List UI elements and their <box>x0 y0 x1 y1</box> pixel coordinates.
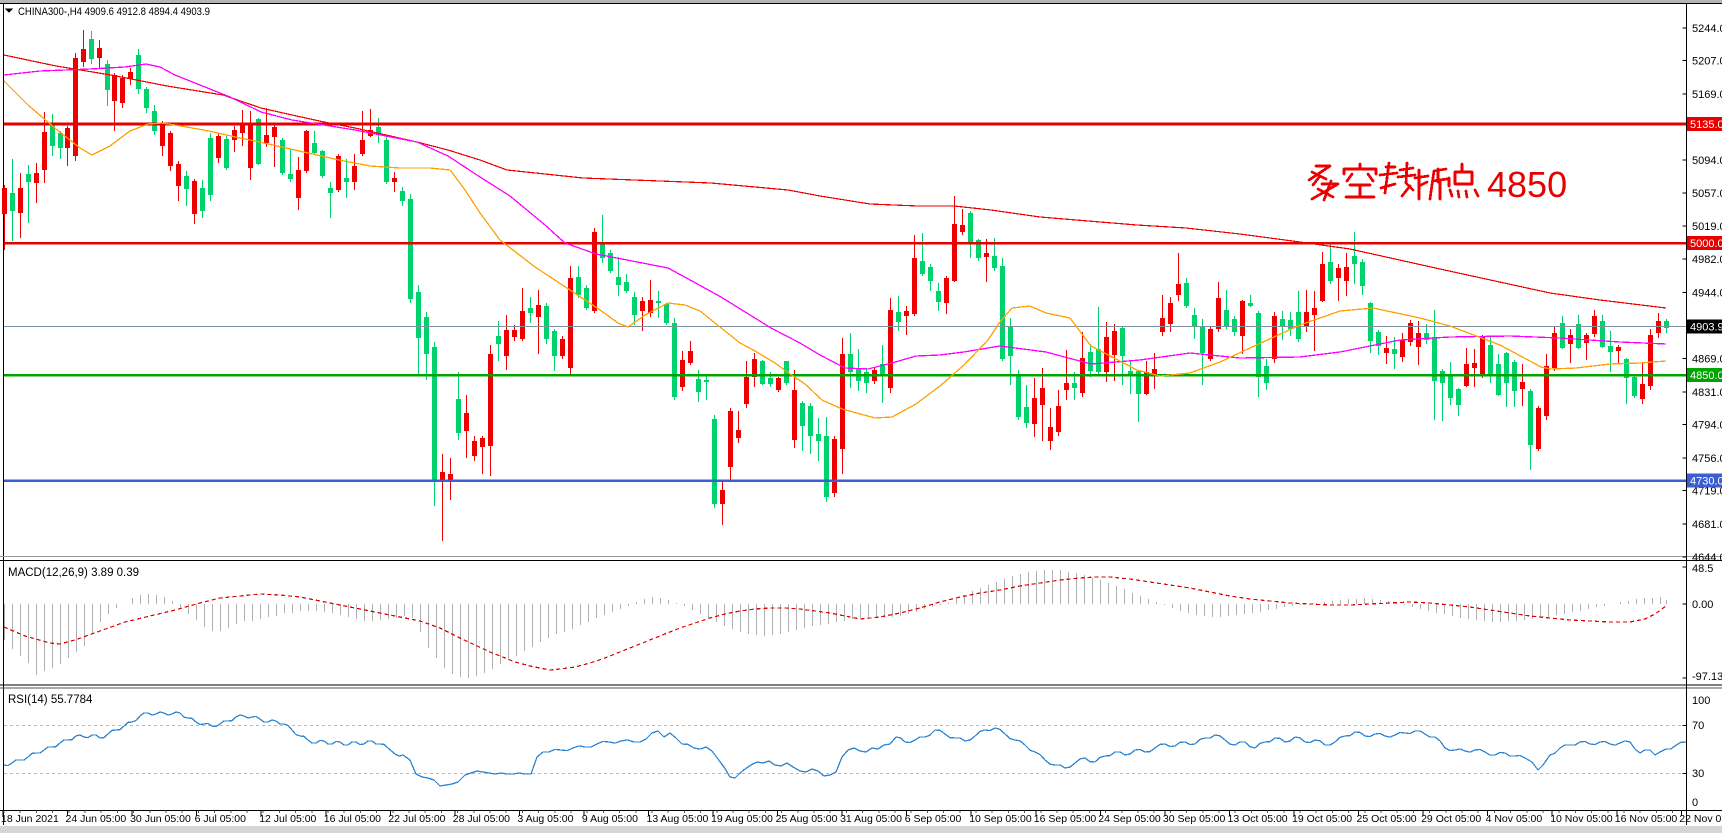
svg-text:18 Jun 2021: 18 Jun 2021 <box>1 813 59 825</box>
svg-text:19 Aug 05:00: 19 Aug 05:00 <box>711 813 773 825</box>
svg-text:16 Nov 05:00: 16 Nov 05:00 <box>1615 813 1678 825</box>
svg-text:MACD(12,26,9) 3.89 0.39: MACD(12,26,9) 3.89 0.39 <box>8 567 139 579</box>
svg-text:5000.0: 5000.0 <box>1690 238 1722 250</box>
svg-text:4681.0: 4681.0 <box>1692 519 1722 531</box>
svg-text:0: 0 <box>1692 797 1698 809</box>
svg-text:5135.0: 5135.0 <box>1690 119 1722 131</box>
svg-text:25 Oct 05:00: 25 Oct 05:00 <box>1357 813 1417 825</box>
svg-text:100: 100 <box>1692 695 1710 707</box>
svg-text:24 Jun 05:00: 24 Jun 05:00 <box>66 813 127 825</box>
svg-text:4719.0: 4719.0 <box>1692 486 1722 498</box>
svg-text:30 Jun 05:00: 30 Jun 05:00 <box>130 813 191 825</box>
svg-text:-97.13: -97.13 <box>1692 671 1722 683</box>
svg-text:30: 30 <box>1692 768 1704 780</box>
svg-text:19 Oct 05:00: 19 Oct 05:00 <box>1292 813 1352 825</box>
svg-text:10 Sep 05:00: 10 Sep 05:00 <box>969 813 1032 825</box>
svg-text:4850.0: 4850.0 <box>1690 370 1722 382</box>
svg-text:5207.0: 5207.0 <box>1692 56 1722 68</box>
svg-text:9 Aug 05:00: 9 Aug 05:00 <box>582 813 638 825</box>
svg-text:28 Jul 05:00: 28 Jul 05:00 <box>453 813 510 825</box>
svg-text:29 Oct 05:00: 29 Oct 05:00 <box>1421 813 1481 825</box>
svg-text:CHINA300-,H4 4909.6 4912.8 48: CHINA300-,H4 4909.6 4912.8 4894.4 4903.9 <box>18 6 210 18</box>
svg-text:4982.0: 4982.0 <box>1692 254 1722 266</box>
svg-text:25 Aug 05:00: 25 Aug 05:00 <box>776 813 838 825</box>
svg-text:4831.0: 4831.0 <box>1692 387 1722 399</box>
svg-text:4730.0: 4730.0 <box>1690 476 1722 488</box>
svg-text:4644.0: 4644.0 <box>1692 552 1722 564</box>
svg-text:4903.9: 4903.9 <box>1690 322 1722 334</box>
svg-text:12 Jul 05:00: 12 Jul 05:00 <box>259 813 316 825</box>
svg-text:16 Jul 05:00: 16 Jul 05:00 <box>324 813 381 825</box>
svg-text:5057.0: 5057.0 <box>1692 188 1722 200</box>
svg-text:4794.0: 4794.0 <box>1692 420 1722 432</box>
svg-text:24 Sep 05:00: 24 Sep 05:00 <box>1098 813 1161 825</box>
svg-text:6 Sep 05:00: 6 Sep 05:00 <box>905 813 962 825</box>
svg-text:22 Jul 05:00: 22 Jul 05:00 <box>388 813 445 825</box>
svg-text:5244.0: 5244.0 <box>1692 23 1722 35</box>
svg-text:6 Jul 05:00: 6 Jul 05:00 <box>195 813 247 825</box>
svg-text:4944.0: 4944.0 <box>1692 287 1722 299</box>
svg-text:13 Oct 05:00: 13 Oct 05:00 <box>1228 813 1288 825</box>
svg-text:48.5: 48.5 <box>1692 563 1713 575</box>
svg-text:4869.0: 4869.0 <box>1692 354 1722 366</box>
svg-text:3 Aug 05:00: 3 Aug 05:00 <box>517 813 573 825</box>
svg-text:0.00: 0.00 <box>1692 599 1713 611</box>
svg-text:5019.0: 5019.0 <box>1692 221 1722 233</box>
svg-text:31 Aug 05:00: 31 Aug 05:00 <box>840 813 902 825</box>
svg-text:5094.0: 5094.0 <box>1692 155 1722 167</box>
svg-text:4850: 4850 <box>1487 164 1567 205</box>
svg-text:RSI(14) 55.7784: RSI(14) 55.7784 <box>8 694 93 706</box>
svg-text:10 Nov 05:00: 10 Nov 05:00 <box>1550 813 1613 825</box>
svg-text:70: 70 <box>1692 720 1704 732</box>
svg-text:16 Sep 05:00: 16 Sep 05:00 <box>1034 813 1097 825</box>
svg-text:13 Aug 05:00: 13 Aug 05:00 <box>647 813 709 825</box>
svg-text:22 Nov 05:00: 22 Nov 05:00 <box>1679 813 1722 825</box>
svg-text:4 Nov 05:00: 4 Nov 05:00 <box>1486 813 1543 825</box>
svg-text:5169.0: 5169.0 <box>1692 89 1722 101</box>
svg-text:4756.0: 4756.0 <box>1692 453 1722 465</box>
svg-text:30 Sep 05:00: 30 Sep 05:00 <box>1163 813 1226 825</box>
